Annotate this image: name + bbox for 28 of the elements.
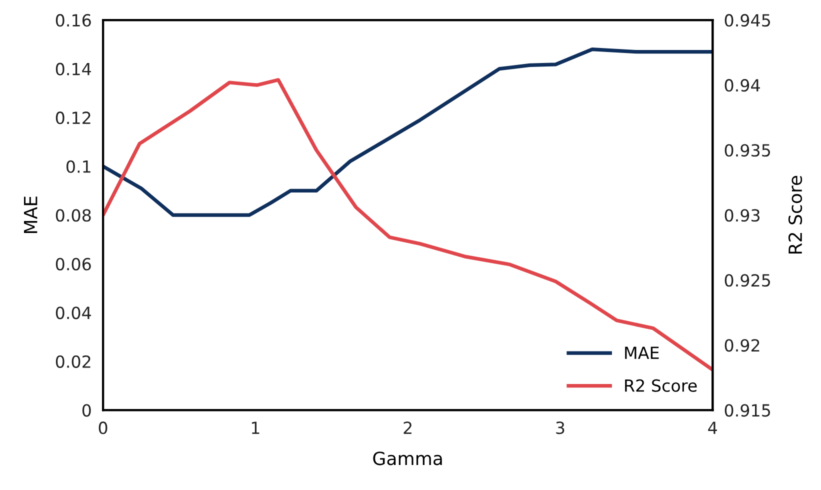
y2-tick-label: 0.92 <box>724 339 760 352</box>
y-tick-label: 0.1 <box>66 160 90 173</box>
y-tick-label: 0.04 <box>56 306 91 320</box>
y2-axis-title: R2 Score <box>788 176 802 254</box>
x-tick-label: 3 <box>556 422 564 434</box>
x-tick-label: 2 <box>404 422 412 434</box>
y2-tick-label: 0.925 <box>724 274 770 287</box>
y2-tick-label: 0.945 <box>724 14 770 27</box>
y-tick-label: 0.14 <box>56 62 91 76</box>
x-tick-label: 0 <box>98 422 108 434</box>
y-tick-label: 0.06 <box>56 258 91 270</box>
x-tick-label: 1 <box>252 422 260 434</box>
y-tick-label: 0.12 <box>56 112 90 124</box>
y-tick-label: 0.08 <box>56 209 91 222</box>
y2-tick-label: 0.915 <box>724 404 770 417</box>
y-tick-label: 0.02 <box>56 355 90 368</box>
y-tick-label: 0.16 <box>56 14 91 27</box>
line-series <box>103 78 713 372</box>
y-axis-title: MAE <box>24 196 38 234</box>
y2-tick-label: 0.94 <box>724 79 760 92</box>
x-axis-title: Gamma <box>373 452 442 466</box>
legend-label: MAE <box>625 346 659 359</box>
line-series <box>103 48 713 217</box>
y-tick-label: 0 <box>82 404 91 417</box>
legend-label: R2 Score <box>625 379 697 392</box>
y2-tick-label: 0.935 <box>724 144 770 157</box>
y2-tick-label: 0.93 <box>724 209 760 222</box>
x-tick-label: 4 <box>708 422 717 434</box>
